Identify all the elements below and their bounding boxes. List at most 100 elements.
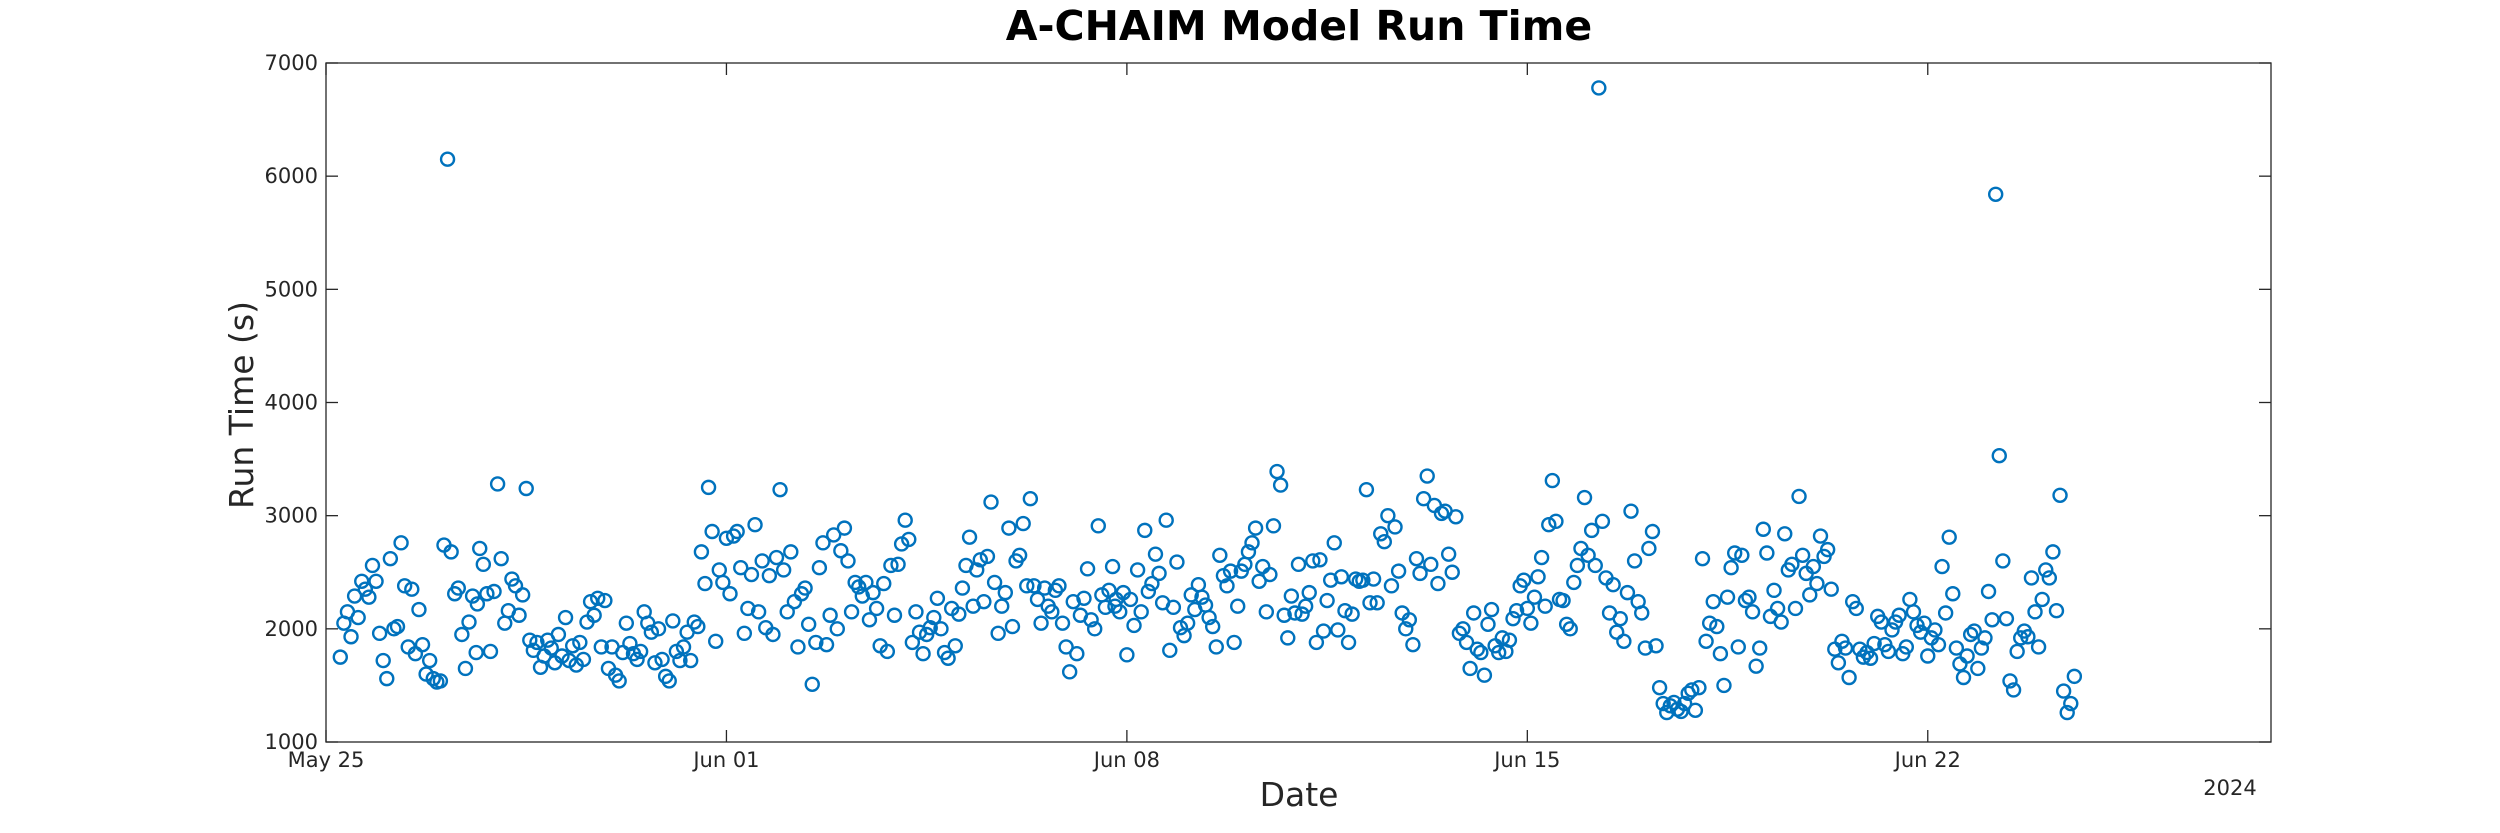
data-point: [1609, 624, 1625, 640]
data-point: [1365, 571, 1382, 587]
data-point: [811, 560, 828, 576]
data-point: [1533, 549, 1550, 566]
data-point: [1744, 604, 1761, 620]
data-point: [1934, 558, 1950, 575]
data-point: [582, 593, 599, 610]
data-point: [904, 634, 921, 651]
data-point: [375, 652, 391, 669]
data-point: [1920, 648, 1936, 664]
data-point: [1716, 677, 1732, 694]
data-point: [1823, 581, 1839, 597]
data-point: [1415, 490, 1432, 507]
data-point: [1144, 575, 1160, 592]
data-point: [368, 573, 384, 590]
data-point: [650, 621, 667, 637]
data-point: [715, 574, 731, 591]
data-point: [1769, 600, 1786, 617]
data-point: [1508, 603, 1525, 619]
data-point: [1255, 558, 1271, 575]
y-tick-label: 2000: [265, 617, 318, 641]
data-point: [1684, 682, 1700, 698]
data-point: [1022, 490, 1039, 507]
data-point: [1462, 660, 1478, 677]
data-point: [457, 660, 474, 677]
data-point: [1319, 592, 1335, 609]
data-point: [1226, 634, 1242, 651]
data-point: [379, 670, 395, 687]
data-point: [808, 634, 824, 651]
data-point: [1759, 545, 1775, 561]
data-point: [1691, 679, 1707, 696]
data-point: [1440, 546, 1457, 562]
data-point: [414, 636, 431, 653]
data-point: [1383, 578, 1400, 594]
data-point: [1619, 584, 1636, 601]
data-point: [768, 549, 785, 566]
data-point: [575, 651, 592, 668]
data-point: [933, 621, 949, 637]
data-point: [450, 580, 466, 596]
data-point: [1491, 644, 1507, 661]
data-point: [1137, 522, 1153, 539]
data-point: [1634, 605, 1650, 621]
data-point: [1287, 605, 1303, 621]
data-point: [1580, 547, 1596, 563]
data-point: [396, 578, 413, 594]
data-point: [1755, 521, 1771, 537]
data-point: [775, 562, 792, 578]
data-point: [815, 535, 831, 551]
data-point: [1544, 472, 1561, 489]
data-point: [475, 556, 492, 573]
data-point: [1587, 557, 1603, 574]
data-point: [736, 625, 753, 642]
data-point: [1465, 605, 1482, 621]
data-point: [2002, 673, 2018, 689]
data-point: [425, 670, 441, 687]
data-point: [1051, 578, 1067, 594]
data-point: [346, 588, 363, 604]
data-point: [1726, 545, 1743, 561]
data-point: [354, 573, 370, 590]
data-point: [1294, 606, 1310, 622]
data-point: [1730, 639, 1746, 655]
data-point: [1705, 593, 1721, 610]
data-point: [543, 640, 559, 656]
data-point: [1212, 547, 1228, 563]
data-point: [979, 548, 996, 565]
data-point: [1709, 618, 1725, 635]
data-point: [439, 151, 456, 167]
data-point: [1548, 513, 1564, 530]
data-point: [704, 523, 720, 540]
data-point: [1991, 447, 2007, 464]
data-point: [1458, 634, 1475, 651]
data-point: [1090, 518, 1106, 534]
data-point: [1297, 598, 1314, 614]
data-point: [1605, 576, 1621, 593]
data-point: [972, 552, 988, 568]
data-point: [1333, 569, 1350, 585]
data-point: [1240, 544, 1257, 560]
data-point: [1805, 558, 1822, 575]
data-point: [2052, 487, 2068, 503]
data-point: [1977, 630, 1993, 646]
data-point: [1208, 639, 1224, 655]
data-point: [1516, 572, 1532, 588]
data-point: [1058, 639, 1074, 655]
data-point: [1541, 517, 1557, 533]
data-point: [1626, 553, 1643, 569]
data-point: [1083, 612, 1099, 628]
x-tick-label: May 25: [288, 748, 365, 772]
data-point: [786, 593, 803, 610]
data-point: [1562, 621, 1578, 637]
data-point: [2027, 604, 2043, 620]
data-point: [332, 649, 349, 665]
data-point: [961, 529, 978, 545]
data-point: [1655, 695, 1671, 712]
data-point: [840, 553, 856, 569]
data-point: [404, 581, 420, 597]
data-point: [843, 604, 860, 620]
data-point: [1165, 599, 1182, 616]
data-point: [611, 673, 627, 689]
y-tick-label: 6000: [265, 164, 318, 188]
y-tick-label: 5000: [265, 277, 318, 301]
